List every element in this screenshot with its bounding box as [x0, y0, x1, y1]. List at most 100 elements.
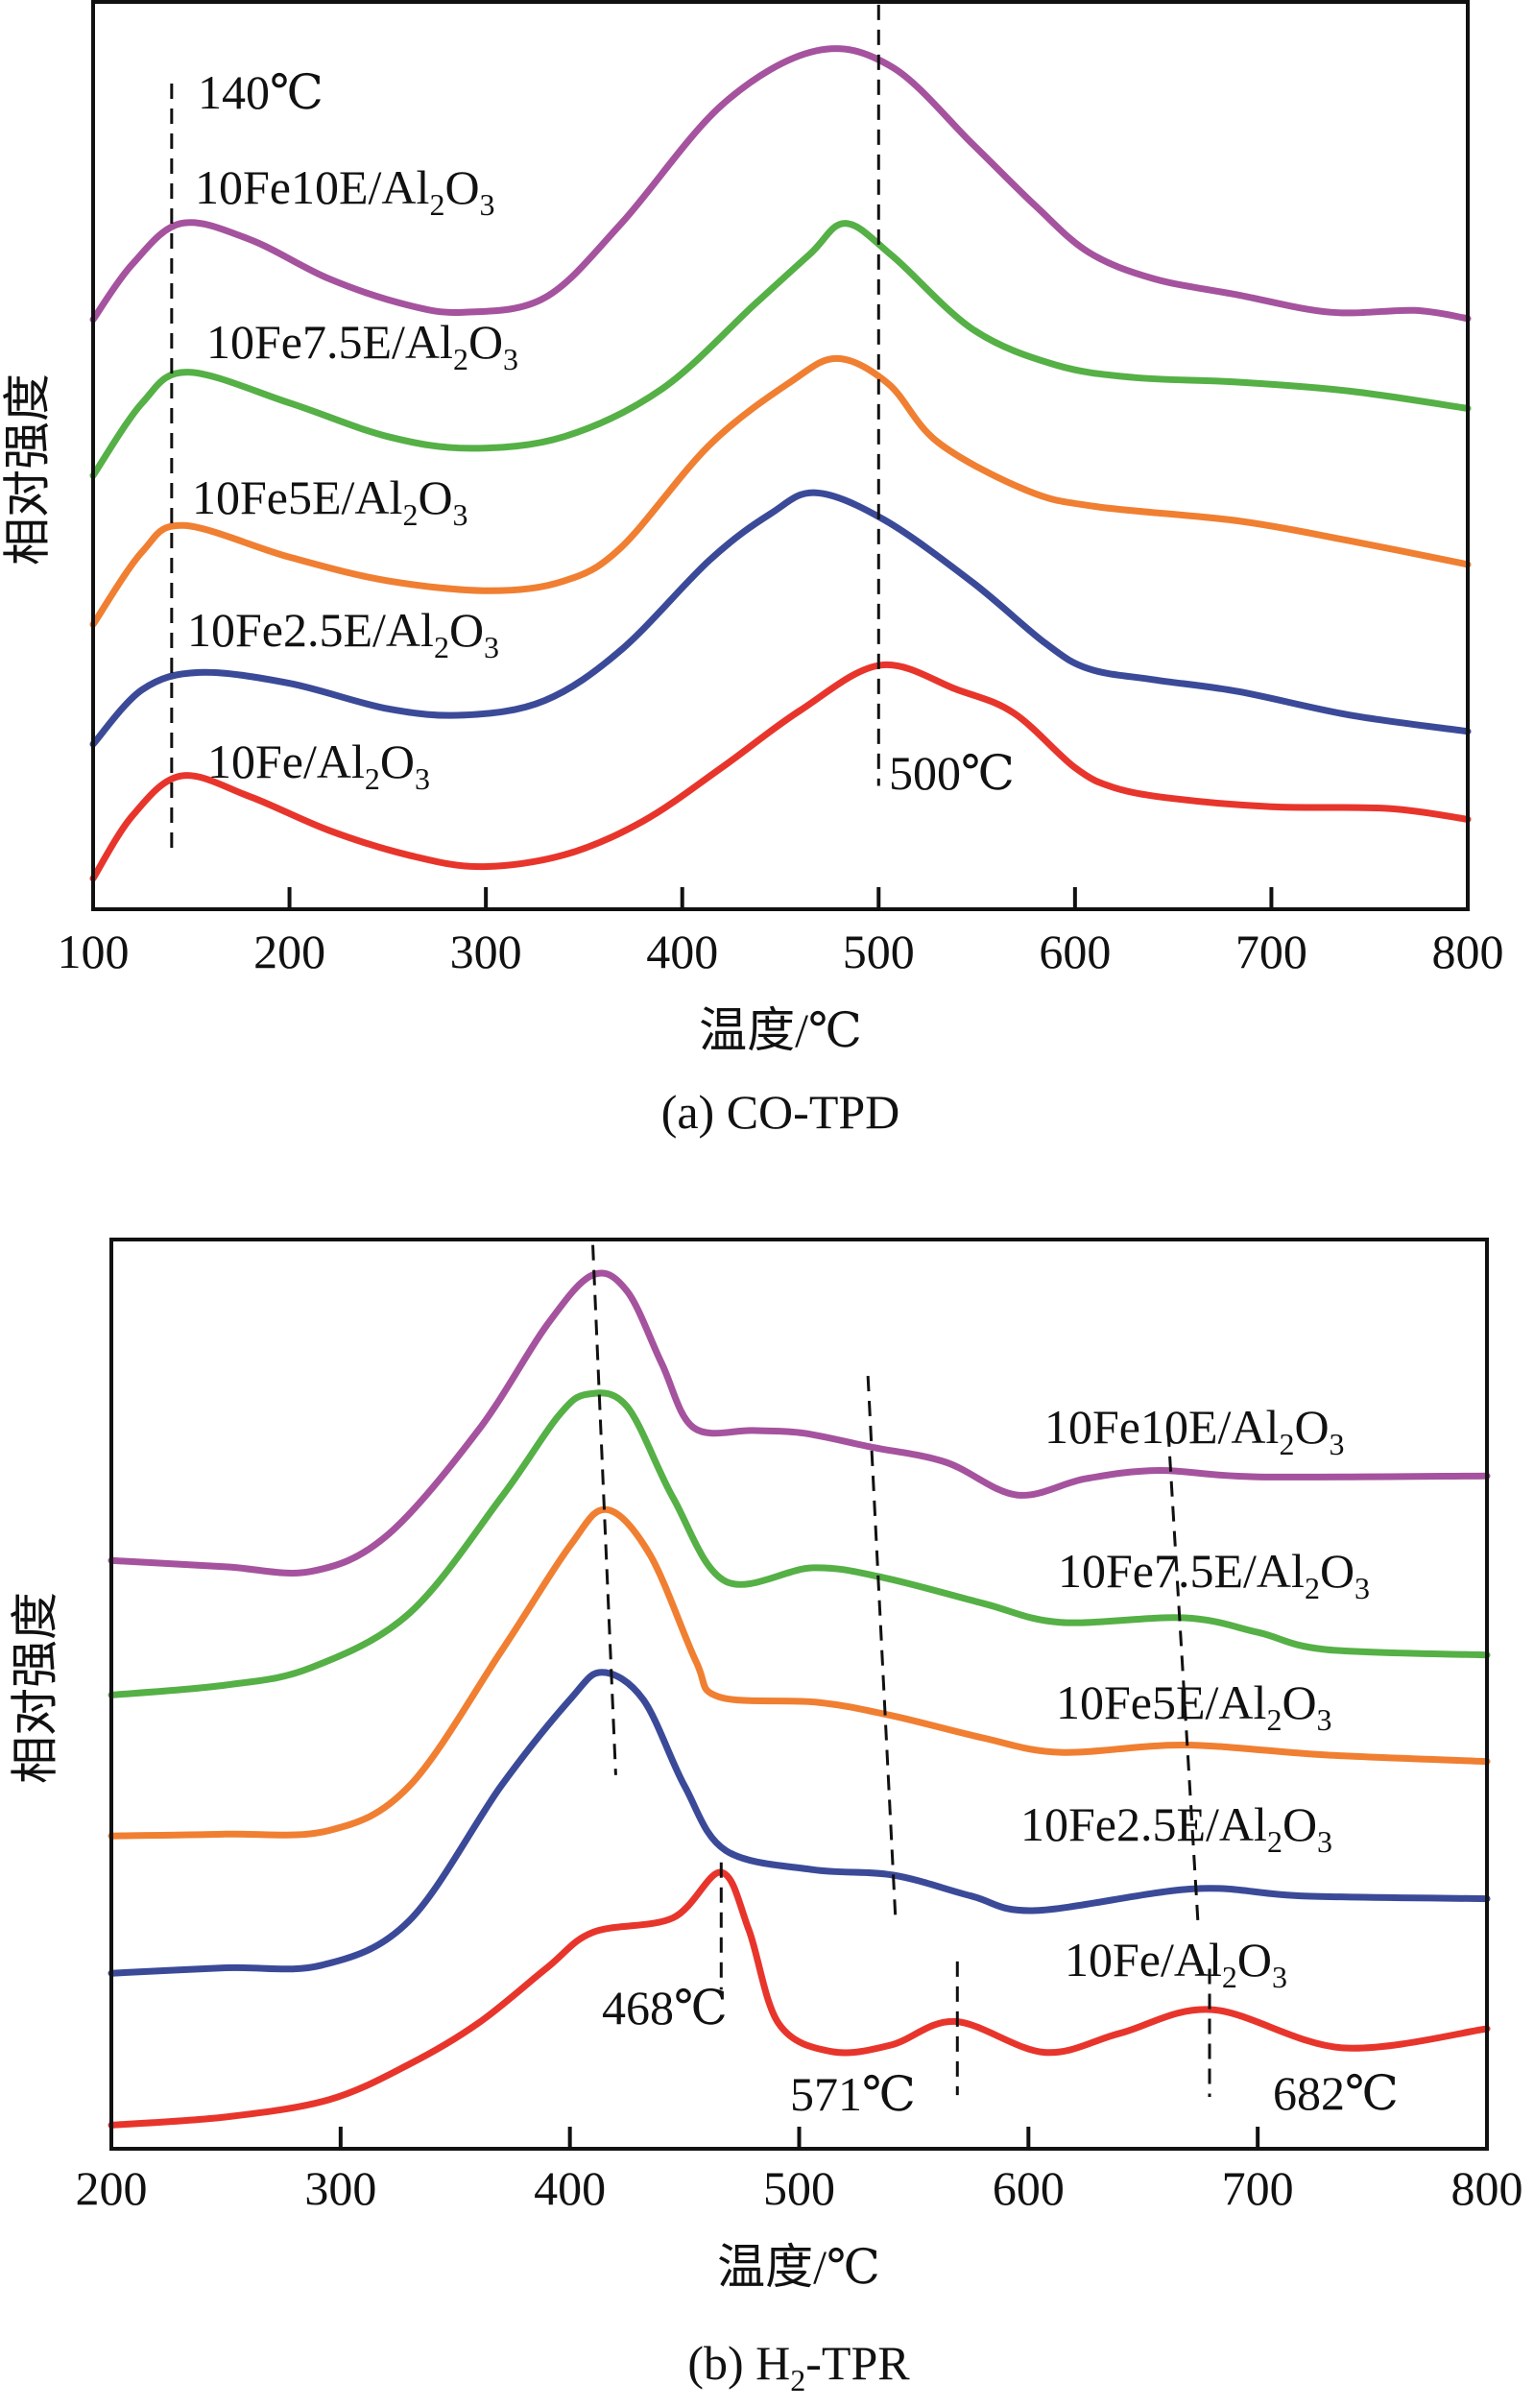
x-tick-label: 800 — [1432, 925, 1504, 978]
chart-caption: (b) H2-TPR — [687, 2336, 910, 2397]
x-tick-label: 600 — [993, 2161, 1065, 2215]
x-tick-label: 700 — [1235, 925, 1307, 978]
subscript-3: 3 — [453, 497, 468, 532]
oxygen-symbol: O — [380, 734, 415, 788]
series-labels: 10Fe10E/Al2O310Fe7.5E/Al2O310Fe5E/Al2O31… — [187, 160, 518, 796]
subscript-3: 3 — [1354, 1571, 1370, 1605]
reference-lines — [170, 4, 880, 853]
x-tick-label: 600 — [1039, 925, 1111, 978]
reference-dashed-line — [866, 1375, 898, 1918]
subscript-3: 3 — [1317, 1702, 1332, 1737]
x-tick-label: 700 — [1222, 2161, 1294, 2215]
series-line-10fe5eal2o3 — [89, 354, 1472, 628]
series-label: 10Fe2.5E/Al2O3 — [1020, 1797, 1332, 1859]
chart-h2-tpr: 200 300 400 500 600 700 800 10Fe10E/Al2O310Fe7… — [8, 1238, 1523, 2397]
series-label-main: 10Fe2.5E/Al — [187, 603, 434, 657]
caption-subscript: 2 — [790, 2363, 805, 2397]
oxygen-symbol: O — [1237, 1933, 1272, 1987]
series-label: 10Fe7.5E/Al2O3 — [1058, 1544, 1370, 1605]
subscript-2: 2 — [1222, 1960, 1237, 1994]
plot-frame — [109, 1238, 1489, 2151]
subscript-2: 2 — [429, 187, 444, 222]
subscript-2: 2 — [453, 342, 468, 376]
series-label-main: 10Fe5E/Al — [1056, 1675, 1266, 1729]
chart-caption: (a) CO-TPD — [661, 1085, 900, 1139]
series-line-10feal2o3 — [89, 661, 1472, 882]
subscript-2: 2 — [365, 761, 380, 796]
series-label: 10Fe/Al2O3 — [1065, 1933, 1287, 1994]
subscript-3: 3 — [1272, 1960, 1287, 1994]
series-label: 10Fe10E/Al2O3 — [1044, 1400, 1345, 1461]
series-line-10fe5eal2o3 — [108, 1505, 1491, 1840]
oxygen-symbol: O — [1320, 1544, 1354, 1598]
x-tick-label: 500 — [763, 2161, 835, 2215]
peak-temperature-annotation: 682℃ — [1273, 2066, 1399, 2120]
subscript-2: 2 — [1267, 1824, 1282, 1859]
peak-temperature-annotation: 571℃ — [790, 2067, 916, 2121]
subscript-2: 2 — [1266, 1702, 1282, 1737]
y-axis-title: 相对强度 — [8, 1592, 61, 1784]
series-labels: 10Fe10E/Al2O310Fe7.5E/Al2O310Fe5E/Al2O31… — [1020, 1400, 1370, 1994]
subscript-2: 2 — [1305, 1571, 1320, 1605]
series-label: 10Fe10E/Al2O3 — [195, 160, 495, 222]
x-axis-title: 温度/℃ — [717, 2240, 880, 2294]
subscript-3: 3 — [1317, 1824, 1332, 1859]
series-label: 10Fe5E/Al2O3 — [192, 470, 468, 532]
series-label-main: 10Fe2.5E/Al — [1020, 1797, 1267, 1851]
subscript-3: 3 — [480, 187, 495, 222]
annotations: 140℃ 500℃ — [198, 65, 1015, 800]
curves-group — [108, 1269, 1491, 2129]
x-tick-label: 100 — [58, 925, 130, 978]
subscript-3: 3 — [503, 342, 518, 376]
series-label: 10Fe7.5E/Al2O3 — [206, 315, 518, 376]
series-line-10fe7.5eal2o3 — [89, 220, 1472, 479]
series-label-main: 10Fe/Al — [1065, 1933, 1222, 1987]
oxygen-symbol: O — [449, 603, 484, 657]
series-label-main: 10Fe10E/Al — [195, 160, 429, 214]
series-label-main: 10Fe7.5E/Al — [206, 315, 453, 369]
x-tick-label: 800 — [1451, 2161, 1523, 2215]
series-label-main: 10Fe/Al — [207, 734, 365, 788]
chart-co-tpd: 100 200 300 400 500 600 700 800 10Fe10E/Al2O310… — [0, 0, 1504, 1139]
reference-dashed-line — [591, 1244, 617, 1775]
series-line-10feal2o3 — [108, 1868, 1491, 2129]
series-label: 10Fe5E/Al2O3 — [1056, 1675, 1332, 1737]
y-axis-title: 相对强度 — [0, 373, 54, 566]
series-line-10fe2.5eal2o3 — [89, 489, 1472, 748]
x-tick-label: 200 — [76, 2161, 148, 2215]
oxygen-symbol: O — [1282, 1797, 1317, 1851]
x-tick-label: 200 — [253, 925, 325, 978]
subscript-2: 2 — [434, 630, 449, 664]
x-tick-label: 300 — [450, 925, 522, 978]
subscript-2: 2 — [402, 497, 418, 532]
x-tick-label: 400 — [646, 925, 718, 978]
caption-main: (b) H — [687, 2336, 790, 2390]
peak-temperature-annotation: 140℃ — [198, 65, 324, 119]
subscript-3: 3 — [1330, 1427, 1345, 1461]
x-ticks: 200 300 400 500 600 700 800 — [76, 2127, 1523, 2215]
series-line-10fe10eal2o3 — [108, 1269, 1491, 1577]
oxygen-symbol: O — [468, 315, 503, 369]
peak-temperature-annotation: 468℃ — [602, 1981, 728, 2035]
subscript-2: 2 — [1279, 1427, 1294, 1461]
series-line-10fe2.5eal2o3 — [108, 1669, 1491, 1977]
oxygen-symbol: O — [418, 470, 452, 524]
caption-tail: -TPR — [805, 2336, 910, 2390]
reference-dashed-line — [1166, 1431, 1200, 1925]
peak-temperature-annotation: 500℃ — [889, 746, 1015, 800]
curves-group — [89, 45, 1472, 882]
annotations: 468℃ 571℃ 682℃ — [602, 1981, 1399, 2121]
x-tick-label: 300 — [304, 2161, 376, 2215]
series-label-main: 10Fe7.5E/Al — [1058, 1544, 1305, 1598]
subscript-3: 3 — [415, 761, 430, 796]
series-label-main: 10Fe5E/Al — [192, 470, 402, 524]
series-label: 10Fe2.5E/Al2O3 — [187, 603, 499, 664]
x-tick-label: 500 — [843, 925, 915, 978]
series-line-10fe7.5eal2o3 — [108, 1389, 1491, 1698]
plot-frame — [91, 0, 1470, 911]
oxygen-symbol: O — [1282, 1675, 1316, 1729]
series-line-10fe10eal2o3 — [89, 45, 1472, 324]
series-label: 10Fe/Al2O3 — [207, 734, 430, 796]
x-axis-title: 温度/℃ — [699, 1003, 862, 1057]
